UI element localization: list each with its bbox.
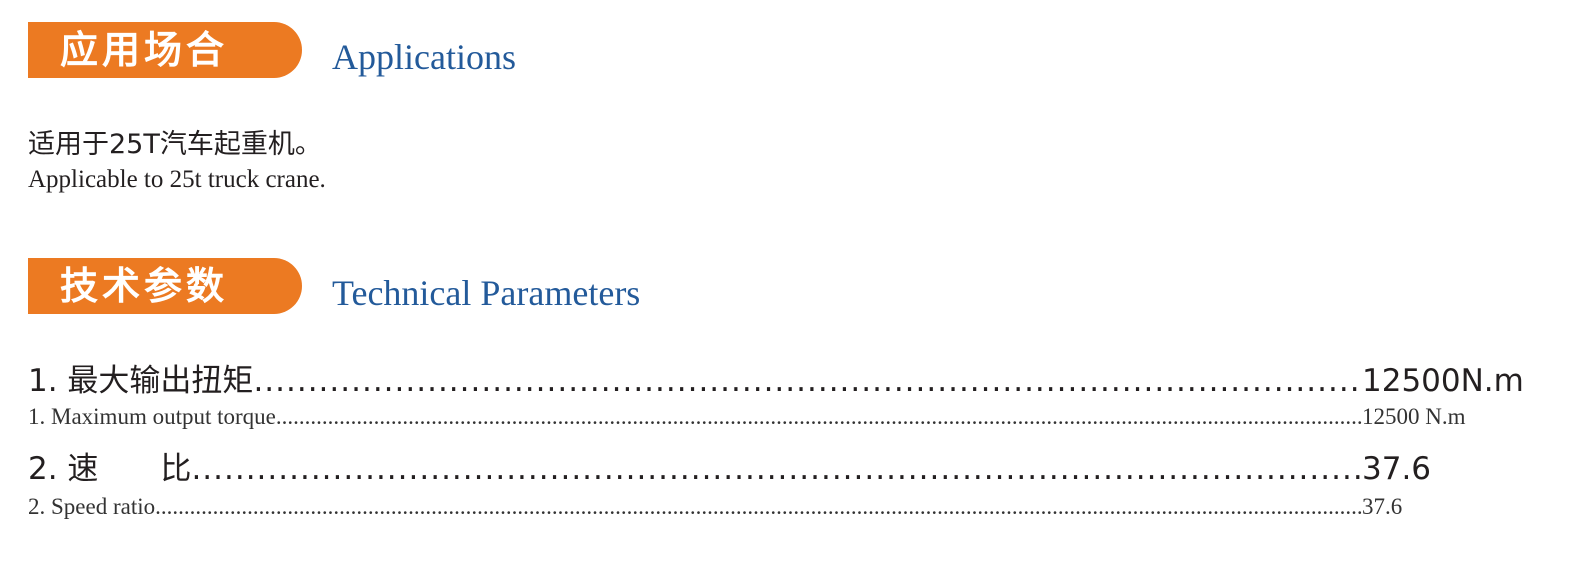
param-label: 1. Maximum output torque (28, 404, 276, 429)
param-label: 2. Speed ratio (28, 494, 156, 519)
param-row-ratio-cn: 2. 速 比 37.6 (28, 443, 1431, 488)
param-value: 37.6 (1362, 494, 1403, 519)
applications-text-en: Applicable to 25t truck crane. (28, 166, 326, 193)
param-value: 12500 N.m (1362, 404, 1466, 429)
param-row-ratio-en: 2. Speed ratio 37.6 (28, 494, 1402, 520)
technical-heading-en: Technical Parameters (332, 273, 641, 313)
param-label: 1. 最大输出扭矩 (28, 363, 254, 399)
applications-text-cn: 适用于25T汽车起重机。 (28, 129, 322, 160)
dot-leader (191, 451, 1362, 487)
param-row-torque-cn: 1. 最大输出扭矩 12500N.m (28, 355, 1524, 400)
dot-leader (276, 404, 1362, 430)
dot-leader (253, 363, 1362, 399)
applications-heading-en: Applications (332, 37, 516, 77)
applications-heading-cn: 应用场合 (28, 22, 302, 78)
param-value: 12500N.m (1362, 363, 1524, 399)
param-value: 37.6 (1362, 451, 1432, 487)
dot-leader (155, 494, 1362, 520)
technical-heading-cn: 技术参数 (28, 258, 302, 314)
param-label: 2. 速 比 (28, 451, 192, 487)
param-row-torque-en: 1. Maximum output torque 12500 N.m (28, 404, 1466, 430)
